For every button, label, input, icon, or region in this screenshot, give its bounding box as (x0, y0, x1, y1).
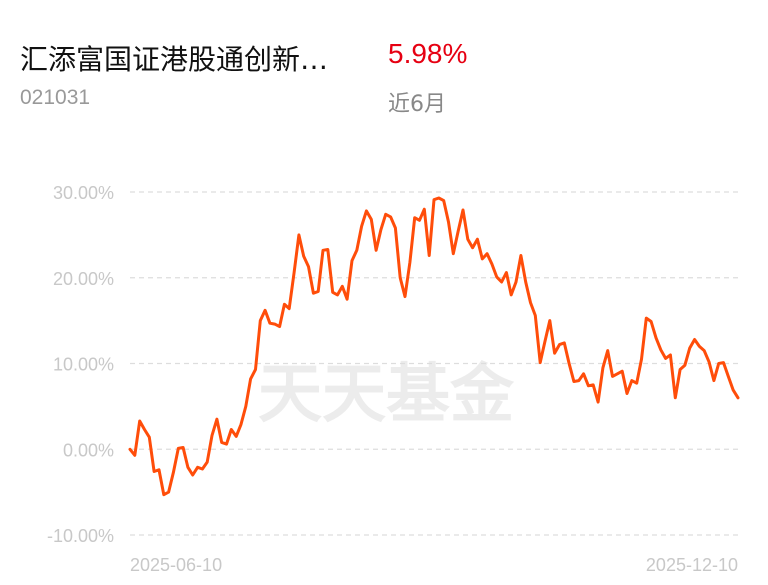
x-tick-label: 2025-12-10 (646, 555, 738, 575)
y-axis-tick-labels: 30.00% 20.00% 10.00% 0.00% -10.00% (47, 183, 114, 546)
y-tick-label: -10.00% (47, 526, 114, 546)
y-tick-label: 10.00% (53, 355, 114, 375)
x-axis-tick-labels: 2025-06-10 2025-12-10 (130, 555, 738, 575)
watermark-text: 天天基金 (258, 357, 515, 432)
series-line (128, 196, 740, 497)
grid-lines (130, 191, 738, 536)
y-tick-label: 20.00% (53, 269, 114, 289)
y-tick-label: 30.00% (53, 183, 114, 203)
fund-return-value: 5.98% (388, 38, 468, 69)
x-tick-label: 2025-06-10 (130, 555, 222, 575)
series-line-layer (128, 196, 740, 497)
period-label[interactable]: 近6月 (388, 92, 446, 117)
fund-name: 汇添富国证港股通创新… (20, 43, 329, 76)
fund-code: 021031 (20, 86, 91, 109)
y-tick-label: 0.00% (63, 440, 114, 460)
